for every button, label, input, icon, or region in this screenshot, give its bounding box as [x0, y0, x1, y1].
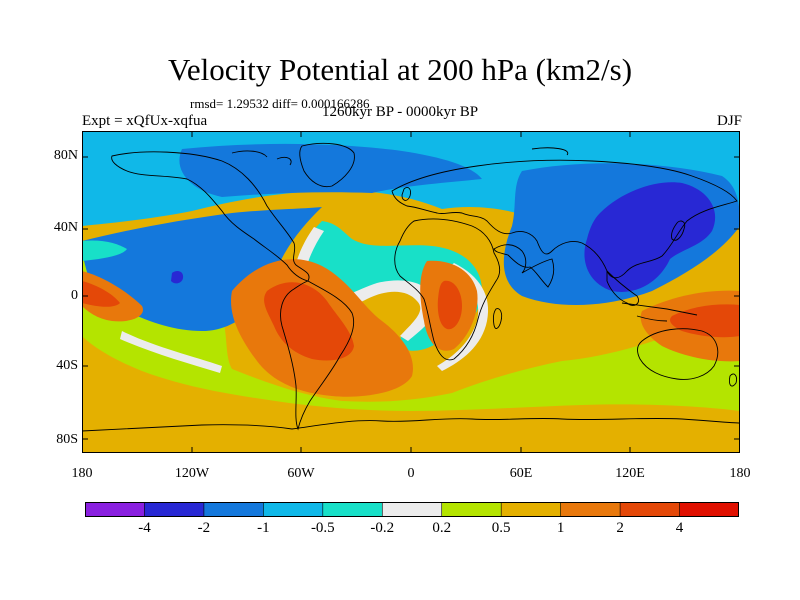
field-deepblue-spot	[171, 270, 184, 284]
lon-label-60w: 60W	[287, 466, 315, 481]
field-white-band	[293, 227, 436, 341]
field-white-southpacific	[120, 331, 222, 373]
colorbar-cell	[85, 502, 146, 517]
coast-madagascar	[492, 308, 503, 329]
colorbar-label: 0.2	[432, 520, 452, 536]
coast-antarctica	[82, 417, 740, 432]
experiment-label: Expt = xQfUx-xqfua	[82, 113, 208, 129]
map-ticks	[82, 131, 740, 453]
coastlines	[82, 142, 740, 432]
lon-label-180e: 180	[729, 466, 751, 481]
colorbar-cell	[679, 502, 739, 517]
colorbar-cell	[560, 502, 621, 517]
coast-new-zealand	[729, 373, 737, 387]
colorbar-label: 2	[616, 520, 624, 536]
coast-greenland	[299, 142, 355, 188]
colorbar-label: -2	[197, 520, 211, 536]
lat-label-80n: 80N	[53, 148, 78, 163]
colorbar-label: -0.2	[370, 520, 395, 536]
colorbar-cell	[381, 502, 443, 517]
colorbar-label: -1	[257, 520, 270, 536]
field-yellowgreen-belt	[82, 249, 740, 411]
period-label: 1260kyr BP - 0000kyr BP	[322, 104, 479, 120]
colorbar-cell	[619, 502, 681, 517]
coast-australia	[637, 328, 719, 380]
colorbar-label: 1	[556, 520, 565, 536]
field-aqua-west	[82, 240, 127, 261]
coast-japan	[671, 220, 686, 241]
lon-label-120w: 120W	[174, 466, 210, 481]
lat-label-40s: 40S	[56, 358, 78, 373]
season-label: DJF	[716, 113, 742, 129]
coast-arctic-islands	[231, 147, 569, 166]
colorbar-cell	[322, 502, 384, 517]
lon-label-60e: 60E	[509, 466, 533, 481]
colorbar-label: 0.5	[491, 520, 511, 536]
lat-label-80s: 80S	[56, 432, 78, 447]
lon-label-0: 0	[407, 466, 415, 481]
colorbar-cell	[500, 502, 562, 517]
colorbar-label: 4	[675, 520, 684, 536]
lon-label-180w: 180	[71, 466, 93, 481]
field-blue-atlantic	[82, 207, 322, 331]
colorbar	[85, 502, 739, 517]
field-redorange-eastpacific	[82, 281, 120, 307]
colorbar-label: -0.5	[310, 520, 335, 536]
colorbar-cell	[441, 502, 502, 517]
colorbar-label: -4	[138, 520, 151, 536]
colorbar-cell	[203, 502, 265, 517]
coast-north-america	[111, 151, 310, 282]
colorbar-cell	[263, 502, 324, 517]
velocity-potential-map	[82, 131, 740, 453]
field-redorange-africa	[437, 280, 462, 330]
lon-label-120e: 120E	[615, 466, 645, 481]
coast-south-america	[280, 280, 355, 431]
coast-uk	[401, 186, 411, 201]
field-deepblue-core	[584, 182, 716, 292]
lat-label-0: 0	[71, 288, 78, 303]
colorbar-cell	[144, 502, 205, 517]
lat-label-40n: 40N	[53, 220, 78, 235]
coast-arabia-india	[493, 244, 555, 288]
stats-text: rmsd= 1.29532 diff= 0.000166286	[190, 96, 370, 111]
coast-africa	[394, 218, 501, 361]
plot-title: Velocity Potential at 200 hPa (km2/s)	[167, 52, 633, 87]
coast-indonesia	[621, 302, 698, 322]
